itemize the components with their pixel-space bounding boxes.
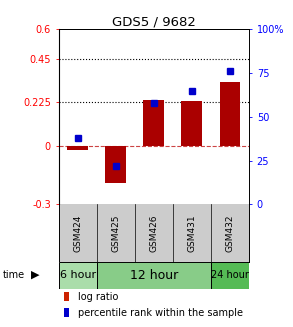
Text: GSM431: GSM431 — [188, 214, 196, 252]
Text: GSM426: GSM426 — [149, 214, 158, 252]
Bar — [211, 262, 249, 289]
Bar — [64, 308, 69, 317]
Text: percentile rank within the sample: percentile rank within the sample — [78, 308, 243, 318]
Bar — [143, 100, 164, 146]
Title: GDS5 / 9682: GDS5 / 9682 — [112, 15, 196, 28]
Text: GSM425: GSM425 — [111, 214, 120, 252]
Text: GSM432: GSM432 — [226, 214, 234, 252]
Text: log ratio: log ratio — [78, 292, 118, 302]
Bar — [97, 262, 211, 289]
Text: 12 hour: 12 hour — [130, 269, 178, 282]
Text: 24 hour: 24 hour — [211, 270, 249, 280]
Text: ▶: ▶ — [31, 270, 40, 280]
Bar — [105, 146, 126, 183]
Text: 6 hour: 6 hour — [59, 270, 96, 280]
Text: time: time — [3, 270, 25, 280]
Bar — [219, 82, 241, 146]
Bar — [59, 262, 97, 289]
Bar — [64, 292, 69, 301]
Text: GSM424: GSM424 — [73, 214, 82, 252]
Bar — [67, 146, 88, 150]
Bar — [181, 101, 202, 146]
